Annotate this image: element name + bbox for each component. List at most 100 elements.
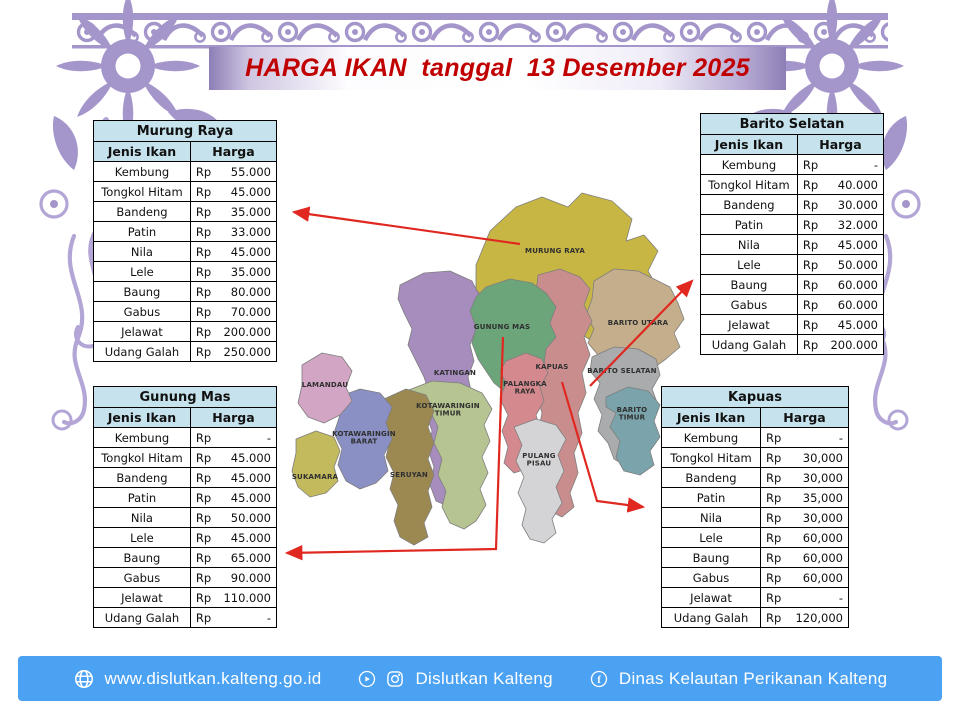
price-cell: Rp 40.000 <box>798 175 883 194</box>
fish-name: Baung <box>662 548 762 567</box>
fish-name: Udang Galah <box>701 335 798 354</box>
table-header-row: Jenis Ikan Harga <box>94 142 276 162</box>
map-label-gunung-mas: GUNUNG MAS <box>474 323 530 331</box>
table-row: Bandeng Rp 30.000 <box>701 195 883 215</box>
currency-label: Rp <box>195 204 212 219</box>
footer-website: www.dislutkan.kalteng.go.id <box>104 668 322 688</box>
price-amount: 45.000 <box>837 317 878 332</box>
currency-label: Rp <box>195 184 212 199</box>
footer-website-item: www.dislutkan.kalteng.go.id <box>73 668 322 690</box>
table-header-row: Jenis Ikan Harga <box>701 135 883 155</box>
fish-name: Jelawat <box>94 588 191 607</box>
fish-name: Jelawat <box>94 322 191 341</box>
fish-name: Patin <box>662 488 762 507</box>
price-amount: 45.000 <box>837 237 878 252</box>
footer-organization-item: f Dinas Kelautan Perikanan Kalteng <box>589 669 888 689</box>
table-body: Kembung Rp - Tongkol Hitam Rp 45.000 Ban… <box>94 428 276 627</box>
fish-name: Baung <box>94 282 191 301</box>
fish-name: Gabus <box>94 568 191 587</box>
table-row: Baung Rp 60.000 <box>701 275 883 295</box>
map-label-barito-timur: BARITO TIMUR <box>617 406 648 422</box>
column-header-price: Harga <box>819 137 862 152</box>
price-amount: - <box>838 590 843 605</box>
price-amount: 40.000 <box>837 177 878 192</box>
currency-label: Rp <box>766 610 782 625</box>
map-label-seruyan: SERUYAN <box>390 471 428 479</box>
column-header-price: Harga <box>212 144 255 159</box>
price-cell: Rp 45.000 <box>191 488 276 507</box>
currency-label: Rp <box>195 244 212 259</box>
footer-account: Dislutkan Kalteng <box>415 668 553 688</box>
fish-name: Bandeng <box>701 195 798 214</box>
border-top-band <box>72 13 888 49</box>
currency-label: Rp <box>195 430 212 445</box>
table-row: Patin Rp 33.000 <box>94 222 276 242</box>
table-header-row: Jenis Ikan Harga <box>662 408 848 428</box>
price-cell: Rp 30,000 <box>761 468 848 487</box>
table-row: Patin Rp 45.000 <box>94 488 276 508</box>
price-amount: 60.000 <box>837 277 878 292</box>
price-amount: 33.000 <box>230 224 271 239</box>
title-banner: HARGA IKAN tanggal 13 Desember 2025 <box>209 47 786 90</box>
fish-name: Kembung <box>94 162 191 181</box>
table-row: Kembung Rp - <box>662 428 848 448</box>
currency-label: Rp <box>802 257 819 272</box>
fish-name: Gabus <box>662 568 762 587</box>
map-label-katingan: KATINGAN <box>434 369 476 377</box>
table-body: Kembung Rp - Tongkol Hitam Rp 40.000 Ban… <box>701 155 883 354</box>
price-cell: Rp 50.000 <box>191 508 276 527</box>
fish-name: Kembung <box>701 155 798 174</box>
currency-label: Rp <box>766 510 782 525</box>
fish-name: Tongkol Hitam <box>701 175 798 194</box>
column-header-price: Harga <box>783 410 826 425</box>
price-cell: Rp 45.000 <box>191 182 276 201</box>
price-cell: Rp 90.000 <box>191 568 276 587</box>
table-row: Bandeng Rp 30,000 <box>662 468 848 488</box>
column-header-fish: Jenis Ikan <box>662 408 762 427</box>
price-amount: - <box>266 610 271 625</box>
currency-label: Rp <box>195 470 212 485</box>
fish-name: Baung <box>701 275 798 294</box>
map-region-barito-timur <box>605 386 661 476</box>
table-row: Nila Rp 45.000 <box>94 242 276 262</box>
price-amount: 45.000 <box>230 530 271 545</box>
fish-name: Tongkol Hitam <box>94 182 191 201</box>
price-amount: 55.000 <box>230 164 271 179</box>
price-table-murung-raya: Murung Raya Jenis Ikan Harga Kembung Rp … <box>93 120 277 362</box>
price-amount: - <box>266 430 271 445</box>
table-region-title: Kapuas <box>662 387 848 408</box>
fish-name: Lele <box>701 255 798 274</box>
table-row: Baung Rp 80.000 <box>94 282 276 302</box>
price-cell: Rp 80.000 <box>191 282 276 301</box>
fish-name: Bandeng <box>94 468 191 487</box>
table-row: Baung Rp 60,000 <box>662 548 848 568</box>
currency-label: Rp <box>802 317 819 332</box>
table-row: Udang Galah Rp 250.000 <box>94 342 276 361</box>
price-cell: Rp 30.000 <box>798 195 883 214</box>
column-header-price: Harga <box>212 410 255 425</box>
price-cell: Rp - <box>191 608 276 627</box>
price-cell: Rp 30,000 <box>761 508 848 527</box>
price-amount: 45.000 <box>230 184 271 199</box>
fish-name: Patin <box>94 488 191 507</box>
currency-label: Rp <box>195 164 212 179</box>
table-row: Kembung Rp - <box>94 428 276 448</box>
map-label-barito-utara: BARITO UTARA <box>608 319 669 327</box>
table-region-title: Barito Selatan <box>701 114 883 135</box>
price-amount: 32.000 <box>837 217 878 232</box>
table-region-title: Murung Raya <box>94 121 276 142</box>
youtube-icon <box>359 670 376 687</box>
price-cell: Rp 35,000 <box>761 488 848 507</box>
svg-text:f: f <box>597 674 601 685</box>
price-amount: 80.000 <box>230 284 271 299</box>
price-amount: 110.000 <box>223 590 271 605</box>
fish-name: Lele <box>94 528 191 547</box>
price-cell: Rp 110.000 <box>191 588 276 607</box>
price-cell: Rp 120,000 <box>761 608 848 627</box>
price-cell: Rp 60.000 <box>798 295 883 314</box>
price-cell: Rp 33.000 <box>191 222 276 241</box>
fish-name: Nila <box>94 508 191 527</box>
column-header-fish: Jenis Ikan <box>94 408 191 427</box>
price-amount: 60,000 <box>802 550 843 565</box>
currency-label: Rp <box>195 224 212 239</box>
